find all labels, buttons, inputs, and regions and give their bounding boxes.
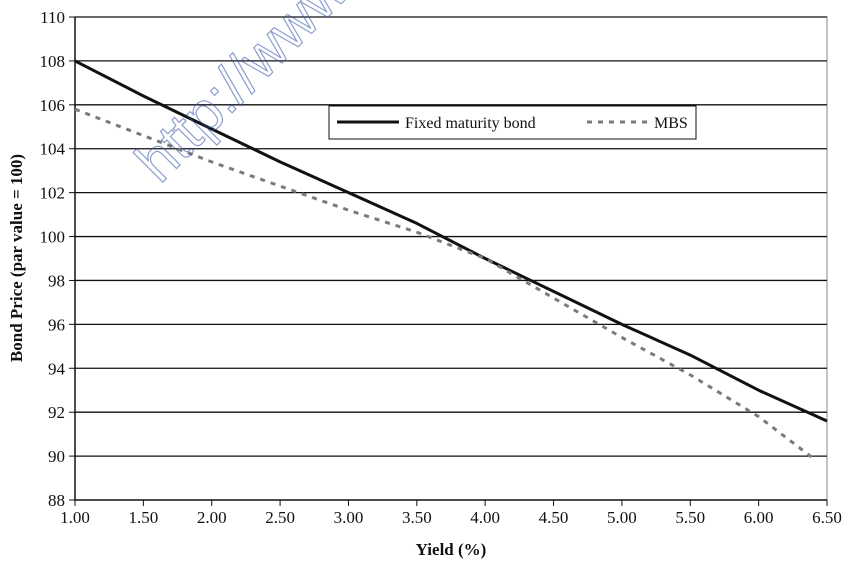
legend: Fixed maturity bond MBS (328, 105, 697, 140)
y-tick-label: 98 (48, 271, 65, 290)
x-tick-label: 6.50 (812, 508, 842, 527)
x-tick-label: 2.00 (197, 508, 227, 527)
y-tick-label: 92 (48, 403, 65, 422)
x-tick-label: 4.50 (539, 508, 569, 527)
y-tick-label: 90 (48, 447, 65, 466)
series-line-mbs (74, 107, 815, 460)
x-tick-label: 2.50 (265, 508, 295, 527)
y-tick-label: 108 (40, 52, 66, 71)
plot-area (74, 16, 828, 501)
y-axis-label: Bond Price (par value = 100) (7, 154, 26, 362)
x-tick-label: 3.00 (334, 508, 364, 527)
x-tick-label: 6.00 (744, 508, 774, 527)
y-tick-label: 106 (40, 96, 66, 115)
x-axis-ticks: 1.00 1.50 2.00 2.50 3.00 3.50 4.00 4.50 5.00 5.50… (60, 500, 842, 527)
x-axis-label: Yield (%) (416, 540, 487, 559)
y-tick-label: 94 (48, 359, 66, 378)
x-tick-label: 1.50 (128, 508, 158, 527)
x-tick-label: 1.00 (60, 508, 90, 527)
y-tick-label: 96 (48, 315, 65, 334)
y-tick-label: 88 (48, 491, 65, 510)
y-tick-label: 100 (40, 228, 66, 247)
series-lines (74, 59, 828, 460)
y-tick-label: 104 (40, 140, 66, 159)
series-line-fixed-maturity-bond (74, 59, 828, 423)
x-tick-label: 3.50 (402, 508, 432, 527)
y-tick-label: 110 (40, 8, 65, 27)
gridlines (75, 16, 827, 457)
y-axis-ticks: 88 90 92 94 96 98 100 102 104 106 108 110 (40, 8, 75, 510)
x-tick-label: 4.00 (470, 508, 500, 527)
legend-label-fixed-maturity: Fixed maturity bond (405, 115, 536, 132)
x-tick-label: 5.00 (607, 508, 637, 527)
x-tick-label: 5.50 (675, 508, 705, 527)
y-tick-label: 102 (40, 184, 66, 203)
legend-label-mbs: MBS (654, 115, 688, 132)
